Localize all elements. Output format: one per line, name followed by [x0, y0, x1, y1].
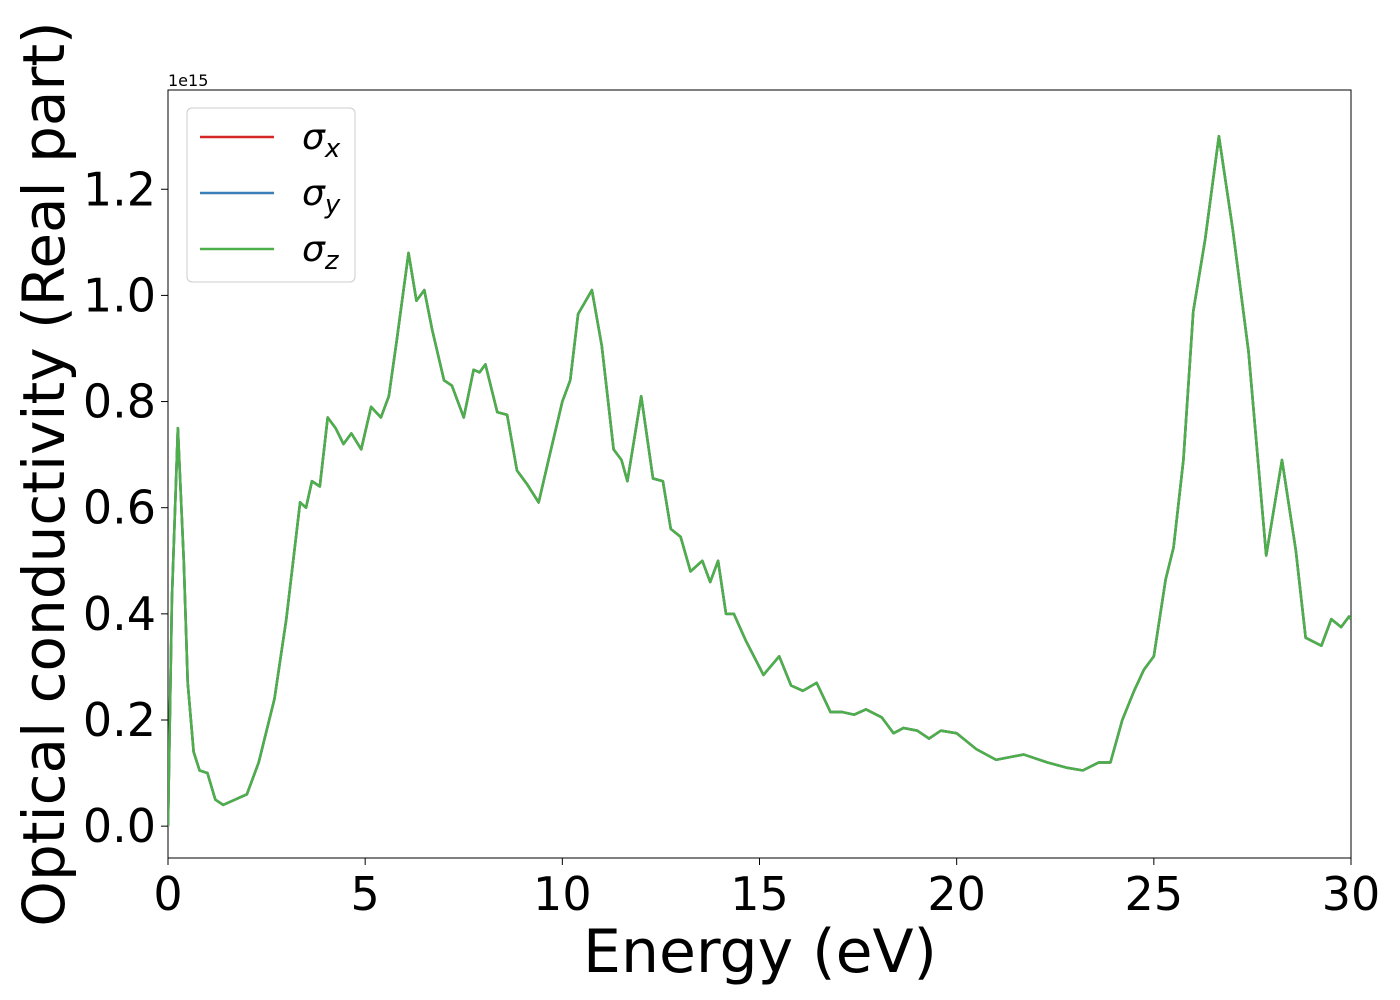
- y-tick-label: 0.0: [83, 799, 156, 853]
- x-tick-label: 30: [1322, 867, 1381, 921]
- legend-box: [186, 107, 356, 283]
- y-tick-label: 0.4: [83, 587, 156, 641]
- legend-label: σy: [302, 173, 341, 220]
- x-tick-label: 0: [153, 867, 182, 921]
- x-tick-label: 5: [351, 867, 380, 921]
- legend-label: σz: [302, 229, 340, 276]
- x-tick-label: 10: [533, 867, 592, 921]
- y-tick-label: 1.2: [83, 162, 156, 216]
- y-tick-label: 1.0: [83, 268, 156, 322]
- y-tick-label: 0.8: [83, 375, 156, 429]
- series-line: [168, 134, 1351, 827]
- y-tick-label: 0.6: [83, 481, 156, 535]
- x-tick-label: 15: [730, 867, 789, 921]
- y-tick-label: 0.2: [83, 693, 156, 747]
- y-axis-label: Optical conductivity (Real part): [10, 21, 78, 926]
- x-axis-label: Energy (eV): [583, 917, 937, 987]
- legend-label: σx: [302, 117, 341, 164]
- y-offset-label: 1e15: [168, 71, 208, 90]
- x-tick-label: 25: [1125, 867, 1184, 921]
- x-tick-label: 20: [927, 867, 986, 921]
